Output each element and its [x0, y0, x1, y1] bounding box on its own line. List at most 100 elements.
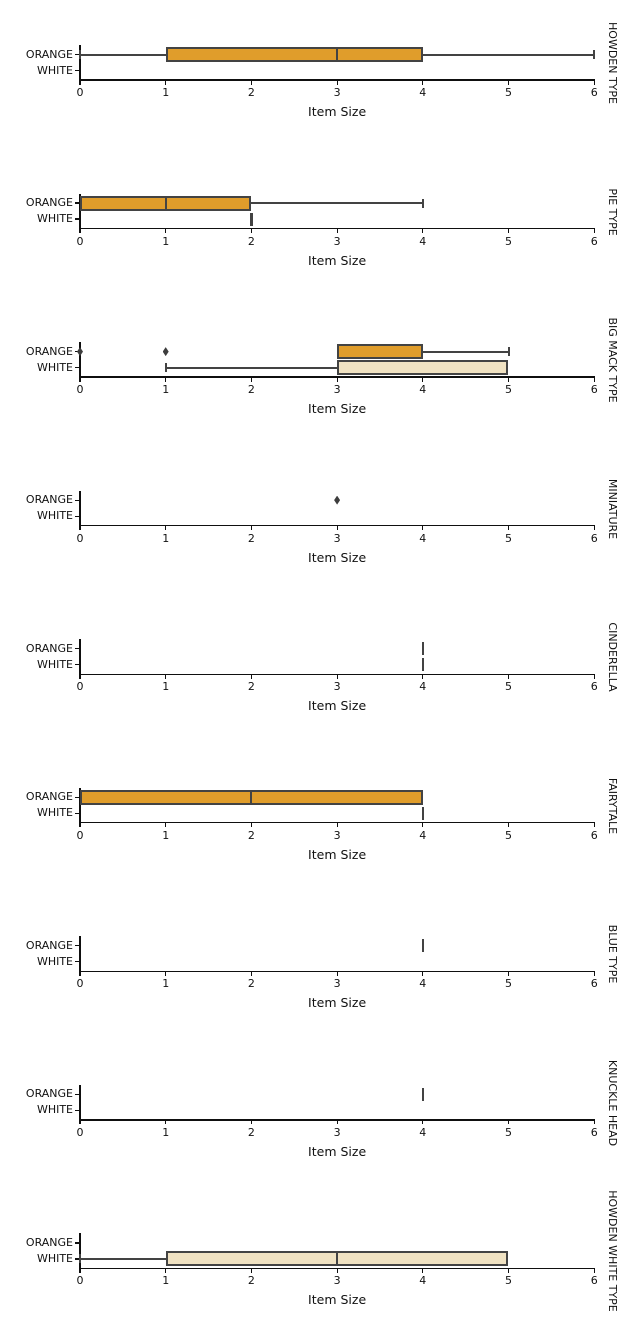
- panel-howden-white-type: 0 1 2 3 4 5 6 ORANGE WHITE Item Size HOWDEN WHITE …: [0, 1188, 628, 1337]
- degenerate-box-line: [421, 806, 425, 820]
- outlier-marker: [334, 495, 341, 505]
- y-tick: [75, 1242, 80, 1244]
- x-tick: [79, 822, 81, 828]
- x-axis-title: Item Size: [308, 252, 367, 268]
- x-tick: [422, 1119, 424, 1125]
- x-tick-label: 5: [505, 1274, 512, 1288]
- x-tick-label: 6: [590, 234, 598, 248]
- x-tick: [336, 1119, 338, 1125]
- category-label: WHITE: [36, 360, 73, 374]
- x-tick: [165, 228, 167, 234]
- x-tick-label: 6: [590, 1274, 598, 1288]
- category-label: ORANGE: [25, 641, 73, 655]
- category-label: WHITE: [36, 1251, 73, 1265]
- x-axis-spine: [79, 227, 595, 230]
- x-tick-label: 6: [590, 977, 598, 991]
- y-tick: [75, 53, 80, 56]
- y-tick: [75, 961, 80, 963]
- x-tick-label: 2: [247, 977, 255, 991]
- x-tick-label: 1: [162, 383, 170, 397]
- x-tick-label: 6: [590, 383, 598, 397]
- degenerate-box-line: [421, 939, 425, 953]
- y-axis-spine: [79, 45, 81, 81]
- x-tick: [79, 377, 81, 382]
- x-tick: [593, 971, 595, 976]
- y-axis-spine: [79, 1233, 81, 1270]
- x-axis-title: Item Size: [308, 1143, 367, 1159]
- x-tick-label: 4: [419, 977, 427, 991]
- x-tick: [507, 80, 510, 85]
- x-tick: [593, 525, 595, 531]
- panel-miniature: 0 1 2 3 4 5 6 ORANGE WHITE Item Size MINIATURE: [0, 446, 628, 595]
- x-tick: [507, 377, 510, 382]
- x-tick: [250, 525, 252, 531]
- upper-whisker-cap: [421, 198, 424, 208]
- lower-whisker: [165, 366, 338, 369]
- x-tick: [507, 1119, 510, 1125]
- x-tick: [507, 971, 510, 976]
- category-label: WHITE: [36, 63, 73, 77]
- x-tick: [593, 674, 595, 679]
- x-tick-label: 5: [505, 1125, 512, 1139]
- x-tick: [507, 525, 510, 531]
- panel-title: BLUE TYPE: [606, 925, 619, 984]
- y-axis-spine: [79, 1084, 81, 1121]
- x-tick-label: 1: [162, 531, 170, 545]
- x-tick-label: 3: [333, 383, 341, 397]
- panel-title: MINIATURE: [606, 478, 619, 539]
- y-tick: [75, 1093, 80, 1095]
- x-tick-label: 2: [247, 383, 255, 397]
- x-tick: [422, 674, 424, 679]
- x-axis-spine: [79, 970, 595, 972]
- category-label: WHITE: [36, 509, 73, 523]
- x-tick: [336, 822, 338, 828]
- outlier-marker: [77, 347, 83, 357]
- x-tick: [165, 1268, 167, 1273]
- x-tick-label: 0: [76, 680, 84, 694]
- x-axis-title: Item Size: [308, 698, 367, 714]
- x-tick: [79, 674, 81, 679]
- x-axis-title: Item Size: [308, 846, 367, 862]
- panel-howden-type: 0 1 2 3 4 5 6 ORANGE WHITE Item Size HOWDEN TYPE: [0, 0, 628, 149]
- x-tick-label: 2: [247, 86, 255, 99]
- x-tick-label: 1: [162, 1125, 170, 1139]
- x-tick: [250, 80, 252, 85]
- x-tick-label: 2: [247, 531, 255, 545]
- x-axis-spine: [79, 1119, 595, 1121]
- upper-whisker: [251, 202, 423, 205]
- lower-whisker: [80, 53, 166, 56]
- x-tick-label: 4: [419, 234, 427, 248]
- x-axis-title: Item Size: [308, 1292, 367, 1308]
- category-label: WHITE: [36, 1103, 73, 1117]
- category-label: ORANGE: [25, 938, 73, 952]
- x-tick: [422, 377, 424, 382]
- panel-blue-type: 0 1 2 3 4 5 6 ORANGE WHITE Item Size BLUE TYPE: [0, 891, 628, 1040]
- x-tick: [79, 80, 81, 85]
- category-label: WHITE: [36, 657, 73, 671]
- x-tick: [336, 377, 338, 382]
- x-tick: [250, 674, 252, 679]
- category-label: ORANGE: [25, 47, 73, 61]
- y-tick: [75, 218, 80, 220]
- degenerate-box-line: [421, 1087, 425, 1101]
- median-line: [336, 1253, 339, 1265]
- y-axis-spine: [79, 490, 81, 527]
- x-tick-label: 0: [76, 531, 84, 545]
- x-tick: [250, 228, 252, 234]
- x-tick: [250, 822, 252, 828]
- x-tick-label: 3: [333, 1125, 341, 1139]
- x-tick-label: 1: [162, 1274, 170, 1288]
- x-tick: [79, 1268, 81, 1273]
- y-tick: [75, 812, 80, 814]
- category-label: ORANGE: [25, 196, 73, 210]
- x-axis-title: Item Size: [308, 104, 367, 119]
- x-tick-label: 0: [76, 977, 84, 991]
- lower-whisker-cap: [79, 1254, 81, 1264]
- y-tick: [75, 648, 80, 650]
- y-axis-spine: [79, 639, 81, 675]
- median-line: [250, 791, 253, 803]
- x-tick-label: 4: [419, 1274, 427, 1288]
- x-tick-label: 2: [247, 234, 255, 248]
- degenerate-box-line: [250, 212, 253, 226]
